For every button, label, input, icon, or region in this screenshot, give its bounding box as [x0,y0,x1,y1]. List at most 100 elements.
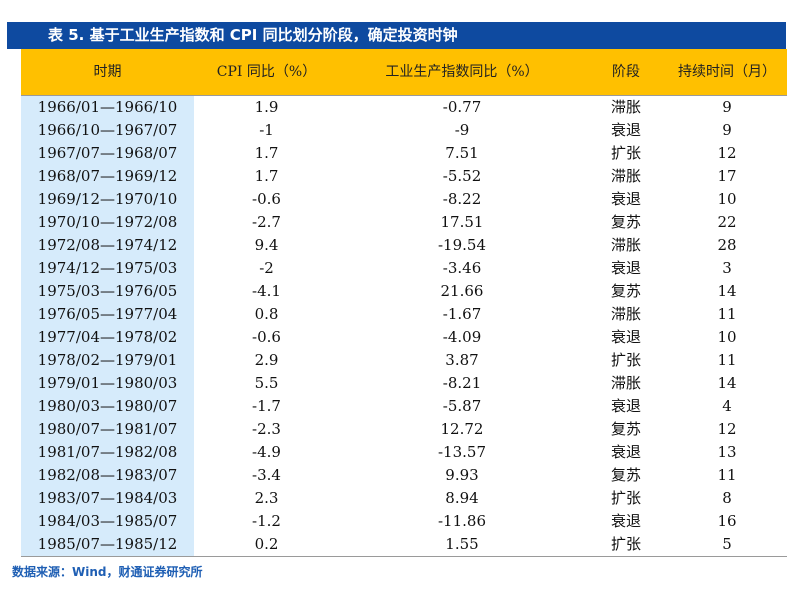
duration-cell: 8 [722,489,732,507]
header-period: 时期 [21,49,194,96]
phase-cell: 衰退 [610,121,641,139]
table-row: 1978/02—1979/01 2.9 3.87 扩张 11 [21,349,787,372]
period-cell: 1981/07—1982/08 [21,441,194,464]
period-cell: 1985/07—1985/12 [21,533,194,557]
phase-cell: 滞胀 [585,95,667,119]
duration-cell: 12 [717,144,737,162]
duration-cell: 3 [722,259,732,277]
industrial-production-yoy-cell: -4.09 [442,328,482,346]
cpi-yoy-cell: 0.2 [194,533,339,557]
period-cell: 1980/03—1980/07 [21,395,194,418]
phase-cell: 衰退 [610,397,641,415]
period-cell: 1966/01—1966/10 [21,95,194,119]
cpi-yoy-cell: -2.3 [252,420,281,438]
industrial-production-yoy-cell: 21.66 [440,282,484,300]
table-row: 1972/08—1974/12 9.4 -19.54 滞胀 28 [21,234,787,257]
period-cell: 1972/08—1974/12 [21,234,194,257]
table-row: 1969/12—1970/10 -0.6 -8.22 衰退 10 [21,188,787,211]
period-cell: 1980/07—1981/07 [21,418,194,441]
industrial-production-yoy-cell: 7.51 [445,144,479,162]
period-cell: 1966/10—1967/07 [21,119,194,142]
cpi-yoy-cell: 1.7 [254,144,279,162]
cpi-yoy-cell: -1.7 [252,397,281,415]
header-industrial-production-yoy: 工业生产指数同比（%） [339,49,585,96]
duration-cell: 10 [717,328,737,346]
duration-cell: 9 [722,121,732,139]
period-cell: 1978/02—1979/01 [21,349,194,372]
duration-cell: 11 [717,305,737,323]
period-cell: 1968/07—1969/12 [21,165,194,188]
cpi-yoy-cell: 2.9 [254,351,279,369]
table-title: 表 5. 基于工业生产指数和 CPI 同比划分阶段，确定投资时钟 [7,22,786,49]
table-row: 1968/07—1969/12 1.7 -5.52 滞胀 17 [21,165,787,188]
phase-cell: 复苏 [610,420,641,438]
industrial-production-yoy-cell: -13.57 [437,443,486,461]
industrial-production-yoy-cell: 3.87 [445,351,479,369]
cpi-yoy-cell: -1.2 [252,512,281,530]
period-cell: 1984/03—1985/07 [21,510,194,533]
duration-cell: 13 [717,443,737,461]
cpi-yoy-cell: -1 [259,121,274,139]
phase-cell: 滞胀 [610,167,641,185]
phase-cell: 复苏 [610,213,641,231]
duration-cell: 11 [717,351,737,369]
table-header-row: 时期 CPI 同比（%） 工业生产指数同比（%） 阶段 持续时间（月） [21,49,787,96]
period-cell: 1969/12—1970/10 [21,188,194,211]
period-cell: 1979/01—1980/03 [21,372,194,395]
duration-cell: 4 [722,397,732,415]
table-row: 1977/04—1978/02 -0.6 -4.09 衰退 10 [21,326,787,349]
industrial-production-yoy-cell: -8.21 [442,374,482,392]
industrial-production-yoy-cell: -11.86 [437,512,486,530]
cpi-yoy-cell: -0.6 [252,190,281,208]
duration-cell: 28 [717,236,737,254]
industrial-production-yoy-cell: 1.55 [339,533,585,557]
phase-cell: 滞胀 [610,374,641,392]
industrial-production-yoy-cell: -8.22 [442,190,482,208]
period-cell: 1970/10—1972/08 [21,211,194,234]
cpi-yoy-cell: 5.5 [254,374,279,392]
header-phase: 阶段 [585,49,667,96]
phase-cell: 衰退 [610,328,641,346]
industrial-production-yoy-cell: -1.67 [442,305,482,323]
industrial-production-yoy-cell: 12.72 [440,420,484,438]
period-cell: 1975/03—1976/05 [21,280,194,303]
table-row: 1979/01—1980/03 5.5 -8.21 滞胀 14 [21,372,787,395]
table-row: 1985/07—1985/12 0.2 1.55 扩张 5 [21,533,787,557]
industrial-production-yoy-cell: -3.46 [442,259,482,277]
data-table: 时期 CPI 同比（%） 工业生产指数同比（%） 阶段 持续时间（月） 1966… [21,49,787,557]
industrial-production-yoy-cell: -19.54 [437,236,486,254]
table-row: 1966/01—1966/10 1.9 -0.77 滞胀 9 [21,95,787,119]
phase-cell: 扩张 [585,533,667,557]
cpi-yoy-cell: -2.7 [252,213,281,231]
table-row: 1980/03—1980/07 -1.7 -5.87 衰退 4 [21,395,787,418]
header-duration: 持续时间（月） [667,49,787,96]
period-cell: 1974/12—1975/03 [21,257,194,280]
period-cell: 1967/07—1968/07 [21,142,194,165]
phase-cell: 复苏 [610,466,641,484]
table-row: 1984/03—1985/07 -1.2 -11.86 衰退 16 [21,510,787,533]
period-cell: 1982/08—1983/07 [21,464,194,487]
phase-cell: 扩张 [610,351,641,369]
table-body: 1966/01—1966/10 1.9 -0.77 滞胀 9 1966/10—1967/0… [21,95,787,557]
cpi-yoy-cell: -4.9 [252,443,281,461]
duration-cell: 12 [717,420,737,438]
cpi-yoy-cell: 2.3 [254,489,279,507]
duration-cell: 11 [717,466,737,484]
industrial-production-yoy-cell: -5.87 [442,397,482,415]
table-row: 1967/07—1968/07 1.7 7.51 扩张 12 [21,142,787,165]
industrial-production-yoy-cell: 17.51 [440,213,484,231]
phase-cell: 复苏 [610,282,641,300]
duration-cell: 14 [717,282,737,300]
cpi-yoy-cell: 1.9 [194,95,339,119]
table-row: 1981/07—1982/08 -4.9 -13.57 衰退 13 [21,441,787,464]
phase-cell: 衰退 [610,443,641,461]
table-row: 1974/12—1975/03 -2 -3.46 衰退 3 [21,257,787,280]
table-row: 1970/10—1972/08 -2.7 17.51 复苏 22 [21,211,787,234]
cpi-yoy-cell: 1.7 [254,167,279,185]
duration-cell: 22 [717,213,737,231]
period-cell: 1977/04—1978/02 [21,326,194,349]
duration-cell: 14 [717,374,737,392]
phase-cell: 衰退 [610,190,641,208]
phase-cell: 衰退 [610,259,641,277]
phase-cell: 滞胀 [610,305,641,323]
